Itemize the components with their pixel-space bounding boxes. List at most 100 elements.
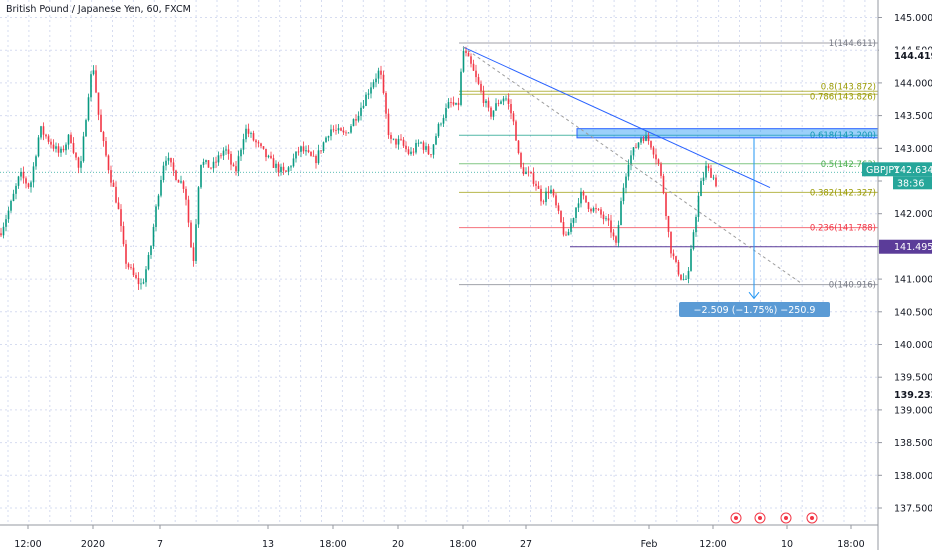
candle-body [462, 50, 465, 72]
candle-body [355, 119, 357, 121]
candle-body [510, 104, 512, 114]
price-tick-label: 142.000 [894, 209, 932, 220]
candle-body [280, 166, 282, 173]
measure-arrow-head [748, 291, 760, 300]
candle-body [340, 128, 342, 131]
candle-body [545, 191, 547, 202]
candle-body [100, 114, 102, 133]
price-marker-label: 139.233 [894, 390, 932, 401]
candle-body [57, 146, 60, 153]
price-tick-label: 137.500 [894, 504, 932, 515]
candle-body [445, 108, 447, 119]
horizontal-line-badge [879, 239, 932, 254]
measure-label: −2.509 (−1.75%) −250.9 [694, 305, 816, 316]
candle-body [202, 161, 205, 165]
candle-body [357, 115, 360, 121]
candle-body [292, 158, 295, 167]
candle-body [237, 156, 240, 172]
event-markers[interactable] [730, 512, 818, 524]
candle-body [140, 283, 142, 285]
candle-body [320, 150, 322, 152]
candle-body [240, 149, 242, 157]
candle-body [537, 185, 540, 189]
candle-body [652, 147, 655, 155]
candle-body [70, 134, 72, 144]
candle-body [262, 146, 265, 150]
candle-body [217, 155, 220, 163]
candle-body [412, 151, 415, 153]
candle-body [612, 232, 615, 237]
candle-body [617, 225, 620, 243]
price-axis[interactable]: 145.000144.500144.000143.500143.000142.5… [862, 0, 932, 550]
candle-body [595, 208, 597, 210]
fibonacci-retracement[interactable]: 1(144.611) 0.8(143.872)0.786(143.826) 0.61… [0, 39, 878, 291]
chart-title: British Pound / Japanese Yen, 60, FXCM [6, 4, 191, 15]
candle-body [12, 193, 15, 201]
fib-level-label: 0.786(143.826) [810, 92, 876, 102]
candle-body [447, 102, 450, 109]
candle-body [137, 277, 140, 285]
candle-body [282, 166, 285, 171]
candle-body [407, 149, 410, 154]
candle-body [77, 157, 80, 168]
candle-body [152, 226, 155, 247]
candle-body [615, 236, 617, 243]
candle-body [190, 222, 192, 248]
event-marker-dot[interactable] [810, 516, 814, 520]
candle-body [547, 191, 550, 194]
measure-label-box [679, 302, 830, 317]
candle-body [565, 234, 567, 236]
candle-body [657, 159, 660, 164]
time-tick-label: 18:00 [837, 539, 864, 550]
trendlines[interactable] [462, 46, 801, 283]
fib-level-label: 0.618(143.200) [810, 131, 876, 141]
candle-body [372, 82, 375, 88]
candle-body [287, 167, 290, 172]
candle-body [25, 178, 27, 184]
candle-body [277, 163, 280, 173]
time-tick-label: 12:00 [14, 539, 41, 550]
candle-body [422, 142, 425, 150]
event-marker-dot[interactable] [734, 516, 738, 520]
candle-body [425, 146, 427, 150]
candle-body [627, 164, 630, 177]
candle-body [207, 160, 210, 168]
event-marker-dot[interactable] [758, 516, 762, 520]
candle-body [680, 274, 682, 280]
candle-body [582, 191, 585, 196]
candle-body [60, 148, 62, 153]
candle-body [435, 136, 437, 145]
candle-body [315, 155, 317, 164]
price-tick-label: 140.000 [894, 340, 932, 351]
candle-body [327, 136, 330, 138]
candle-body [330, 129, 332, 137]
candle-body [535, 183, 537, 186]
candle-body [222, 150, 225, 156]
event-marker-dot[interactable] [784, 516, 788, 520]
candle-body [10, 200, 12, 211]
candle-body [605, 218, 607, 220]
fib-level-label: 0.382(142.327) [810, 188, 876, 198]
candle-body [342, 130, 345, 133]
candle-body [632, 147, 635, 156]
candle-body [40, 126, 42, 138]
candle-body [20, 171, 22, 177]
candle-body [640, 138, 642, 143]
candle-body [227, 149, 230, 154]
candle-body [437, 123, 440, 137]
candle-body [242, 139, 245, 150]
candle-body [2, 226, 5, 236]
candle-body [367, 93, 370, 95]
time-axis[interactable]: 12:00 2020 7 13 18:00 20 18:00 27 Feb 12:00 10 18:0… [0, 524, 878, 550]
candle-body [715, 177, 717, 187]
candle-body [50, 141, 52, 145]
candle-body [150, 246, 152, 255]
candle-body [707, 165, 710, 169]
price-range-measure[interactable]: −2.509 (−1.75%) −250.9 [679, 137, 830, 317]
candle-body [130, 267, 132, 269]
candle-body [460, 71, 462, 105]
price-tick-label: 138.500 [894, 438, 932, 449]
resistance-zone[interactable] [576, 128, 879, 139]
